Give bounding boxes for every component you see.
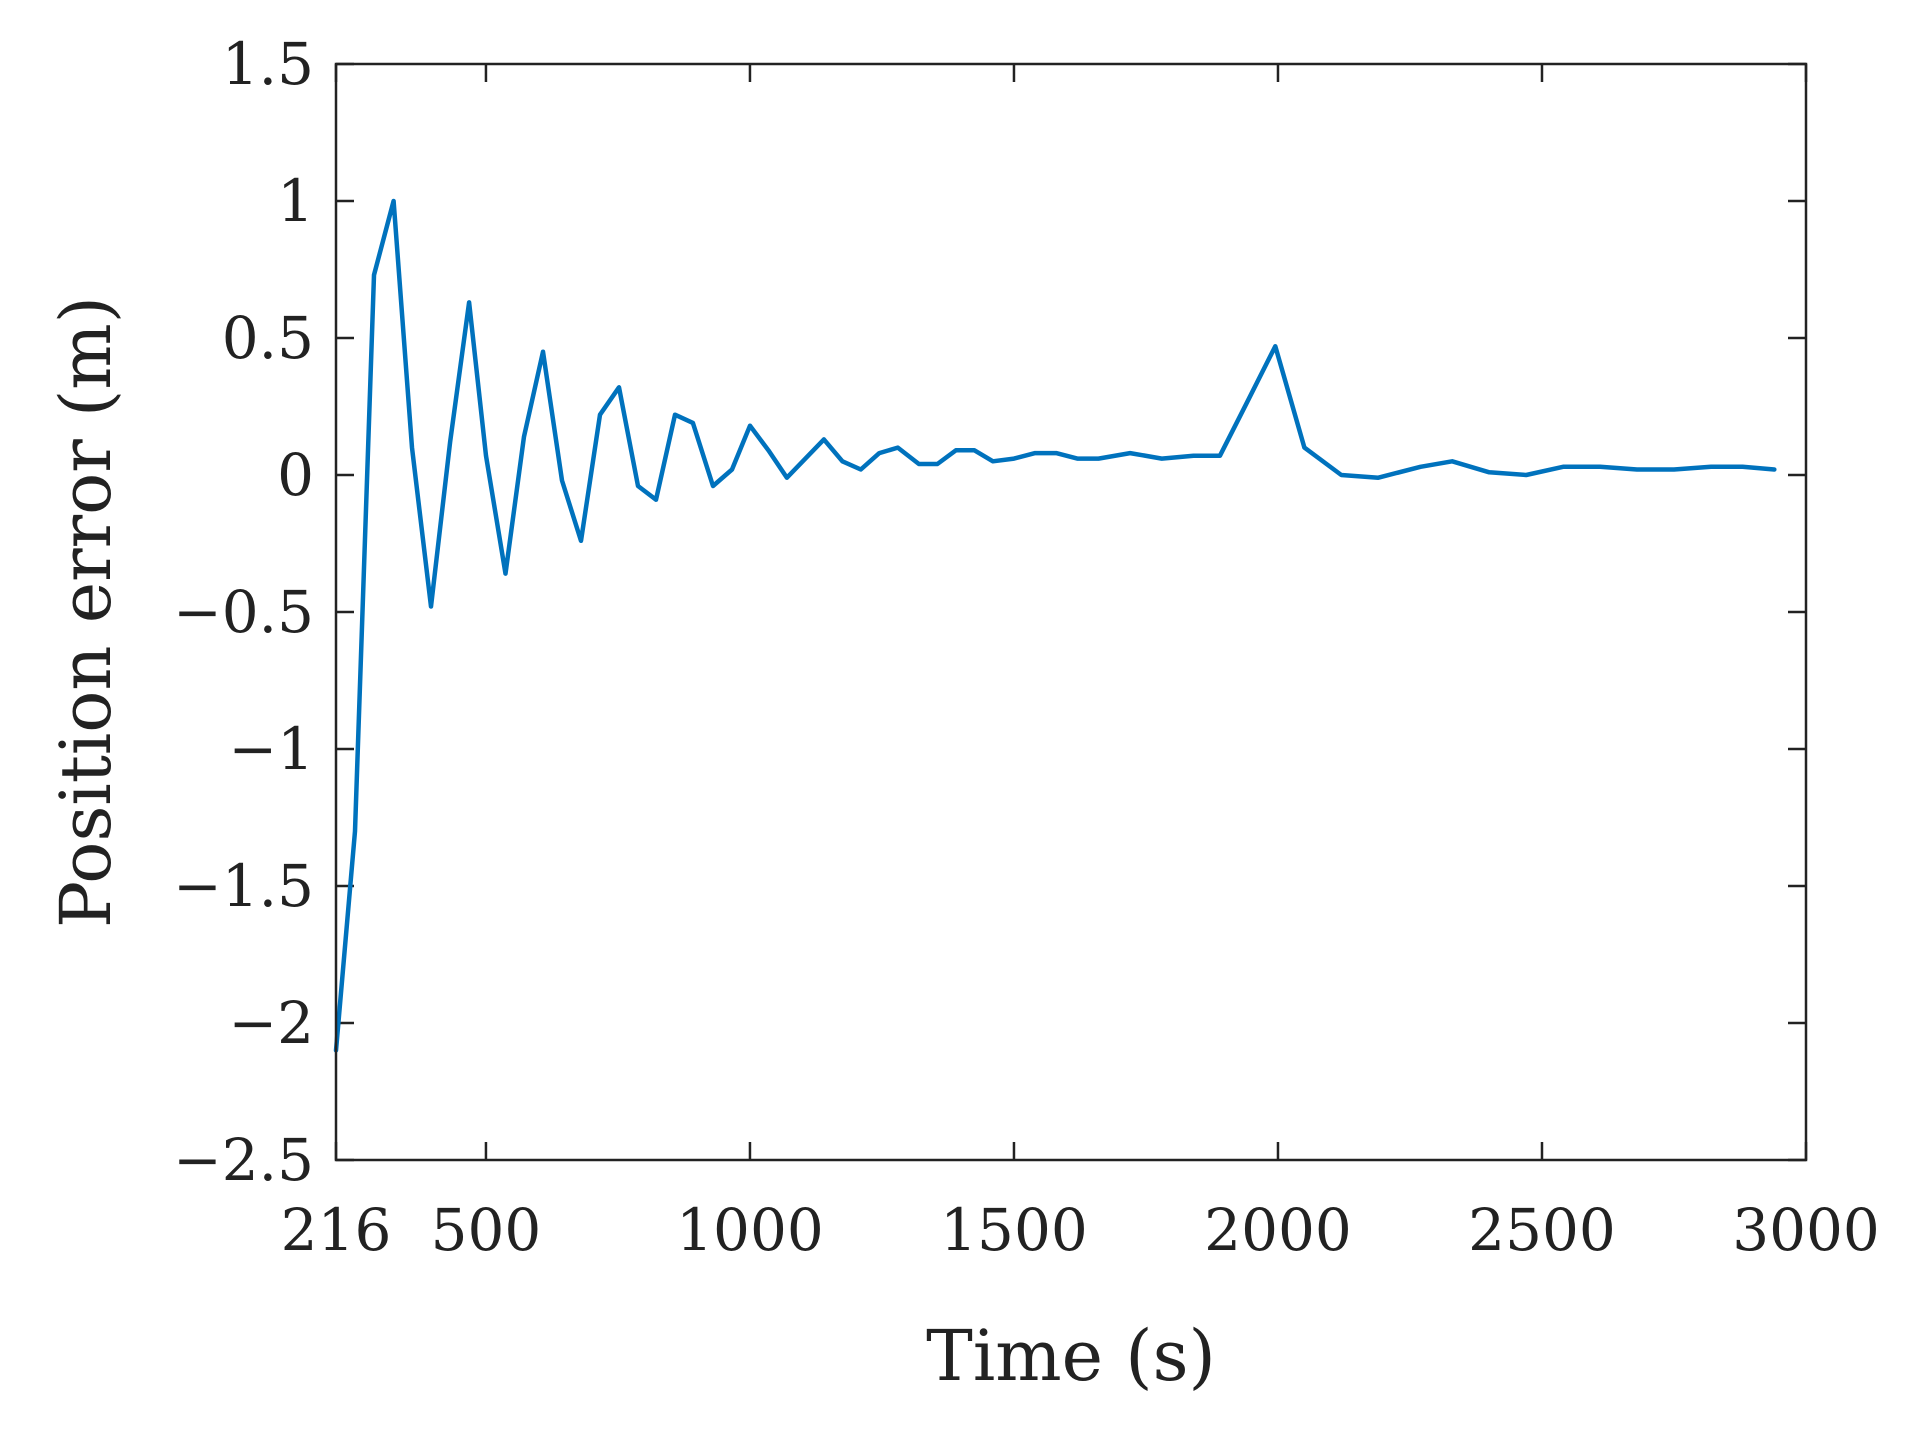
x-tick-label: 1000	[676, 1196, 824, 1264]
x-tick-label: 2500	[1468, 1196, 1616, 1264]
y-tick-label: 0	[277, 441, 314, 509]
y-tick-label: −1.5	[173, 852, 314, 920]
y-tick-label: −1	[229, 715, 315, 783]
y-tick-label: −2	[229, 989, 315, 1057]
tick-marks	[334, 62, 1808, 1162]
y-axis-label: Position error (m)	[45, 296, 127, 928]
x-tick-label: 216	[281, 1196, 392, 1264]
x-tick-label: 2000	[1204, 1196, 1352, 1264]
plot-frame	[334, 62, 1808, 1162]
y-tick-label: −0.5	[173, 578, 314, 646]
x-tick-label: 3000	[1732, 1196, 1880, 1264]
x-tick-label: 1500	[940, 1196, 1088, 1264]
x-axis-label: Time (s)	[926, 1315, 1216, 1397]
series-line-0	[333, 198, 1777, 1053]
x-tick-label: 500	[431, 1196, 542, 1264]
x-tick-labels: 216 500 1000 1500 2000 2500 3000	[281, 1196, 1880, 1264]
y-tick-label: −2.5	[173, 1126, 314, 1194]
y-tick-label: 1.5	[222, 30, 314, 98]
y-tick-label: 0.5	[222, 304, 314, 372]
series-layer	[333, 198, 1777, 1053]
y-tick-labels: 1.5 1 0.5 0 −0.5 −1 −1.5 −2 −2.5	[173, 30, 314, 1194]
y-tick-label: 1	[277, 167, 314, 235]
